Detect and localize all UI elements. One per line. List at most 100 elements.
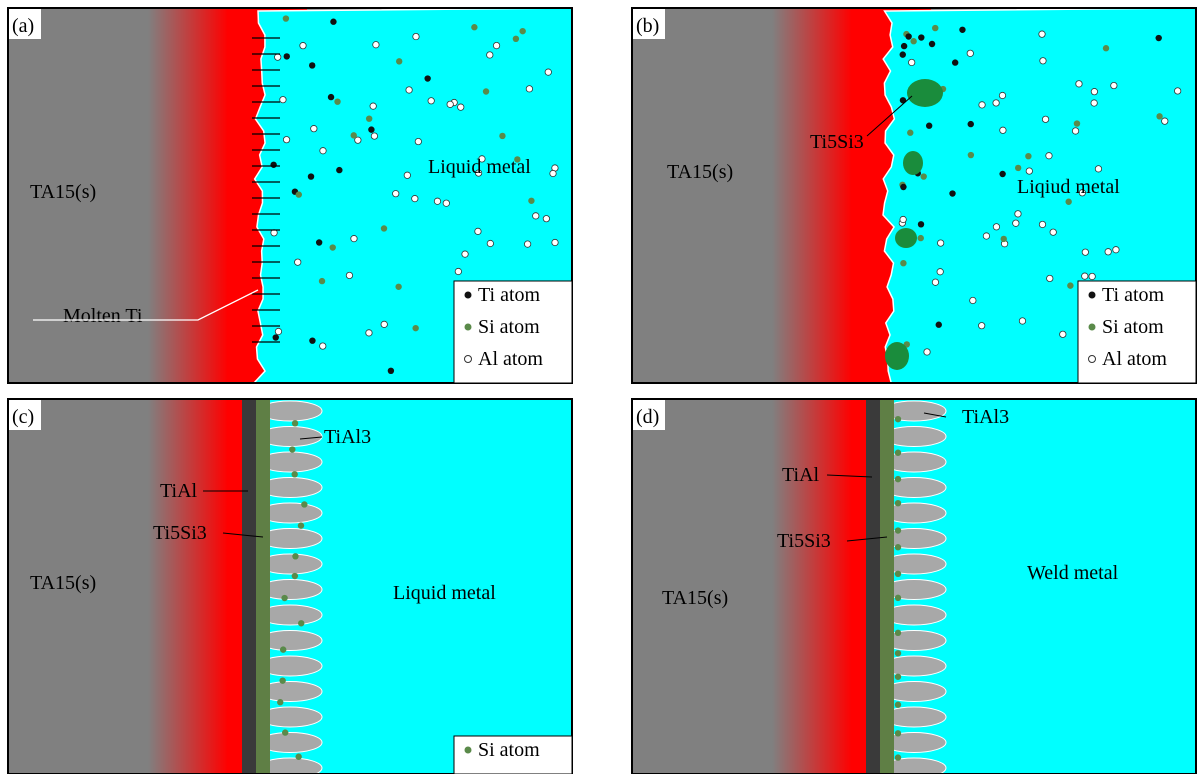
atom <box>1156 113 1162 119</box>
si-atom <box>279 677 285 683</box>
legend-marker <box>1089 356 1096 363</box>
atom <box>395 284 401 290</box>
atom <box>545 69 551 75</box>
atom <box>412 195 418 201</box>
atom <box>926 123 932 129</box>
legend-label: Ti atom <box>1102 284 1165 306</box>
atom <box>526 86 532 92</box>
atom <box>483 88 489 94</box>
atom <box>1026 168 1032 174</box>
atom <box>381 321 387 327</box>
atom <box>1091 88 1097 94</box>
atom <box>499 133 505 139</box>
atom <box>1047 275 1053 281</box>
atom <box>1013 220 1019 226</box>
atom <box>983 233 989 239</box>
atom <box>993 224 999 230</box>
si-atom <box>895 476 901 482</box>
legend-marker <box>465 356 472 363</box>
atom <box>550 170 556 176</box>
atom <box>366 330 372 336</box>
legend-label: Si atom <box>1102 316 1164 338</box>
atom <box>319 278 325 284</box>
feature-label: TiAl <box>160 480 198 502</box>
atom <box>1089 273 1095 279</box>
atom <box>381 225 387 231</box>
si-atom <box>295 754 301 760</box>
feature-label: TiAl3 <box>962 406 1009 428</box>
atom <box>519 28 525 34</box>
atom <box>334 98 340 104</box>
atom <box>1091 100 1097 106</box>
legend-marker <box>1089 324 1096 331</box>
feature-label: Liquid metal <box>428 156 531 178</box>
si-atom <box>895 544 901 550</box>
tial-layer <box>866 399 880 774</box>
atom <box>1156 35 1162 41</box>
atom <box>910 38 916 44</box>
atom <box>424 75 430 81</box>
atom <box>316 239 322 245</box>
atom <box>283 136 289 142</box>
atom <box>412 325 418 331</box>
atom <box>371 133 377 139</box>
legend-marker <box>1089 292 1096 299</box>
atom <box>471 24 477 30</box>
si-atom <box>282 729 288 735</box>
atom <box>900 51 906 57</box>
gradient-zone <box>148 8 228 383</box>
feature-label: Liqiud metal <box>1017 176 1120 198</box>
feature-label: Weld metal <box>1027 562 1119 584</box>
atom <box>1095 166 1101 172</box>
legend-marker <box>465 324 472 331</box>
feature-label: Liquid metal <box>393 582 496 604</box>
atom <box>270 162 276 168</box>
atom <box>999 92 1005 98</box>
atom <box>999 171 1005 177</box>
atom <box>428 98 434 104</box>
atom <box>309 337 315 343</box>
substrate-label: TA15(s) <box>667 161 733 183</box>
atom <box>929 41 935 47</box>
atom <box>1039 221 1045 227</box>
si-atom <box>280 646 286 652</box>
atom <box>462 251 468 257</box>
panel: (b)TA15(s)Ti5Si3Liqiud metalTi atomSi at… <box>632 8 1196 383</box>
feature-label: TiAl3 <box>324 426 371 448</box>
figure: (a)TA15(s)Liquid metalMolten TiTi atomSi… <box>0 0 1197 774</box>
legend-label: Si atom <box>478 316 540 338</box>
atom <box>284 53 290 59</box>
atom <box>524 241 530 247</box>
atom <box>475 228 481 234</box>
atom <box>1042 116 1048 122</box>
atom <box>932 25 938 31</box>
atom <box>924 349 930 355</box>
gradient-zone <box>148 399 228 774</box>
atom <box>404 172 410 178</box>
atom <box>1076 81 1082 87</box>
si-atom <box>277 699 283 705</box>
atom <box>993 100 999 106</box>
si-atom <box>895 571 901 577</box>
atom <box>320 343 326 349</box>
atom <box>1065 199 1071 205</box>
si-atom <box>895 630 901 636</box>
si-atom <box>292 420 298 426</box>
si-atom <box>895 650 901 656</box>
panel-label: (c) <box>12 406 34 428</box>
atom <box>295 259 301 265</box>
atom <box>1111 82 1117 88</box>
si-atom <box>895 527 901 533</box>
atom <box>487 52 493 58</box>
atom <box>1174 88 1180 94</box>
atom <box>968 121 974 127</box>
atom <box>528 198 534 204</box>
atom <box>370 103 376 109</box>
atom <box>311 125 317 131</box>
atom <box>900 184 906 190</box>
atom <box>968 152 974 158</box>
si-atom <box>281 595 287 601</box>
atom <box>1039 31 1045 37</box>
atom <box>368 126 374 132</box>
atom <box>533 213 539 219</box>
